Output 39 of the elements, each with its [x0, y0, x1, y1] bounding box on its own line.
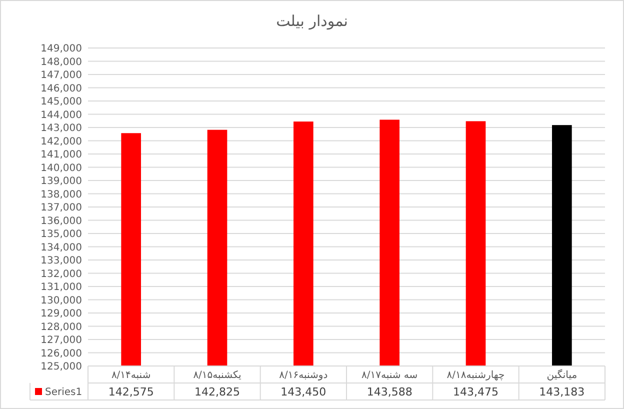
y-tick-label: 137,000 — [40, 202, 82, 214]
data-label: 143,183 — [539, 385, 585, 398]
y-tick-label: 127,000 — [40, 335, 82, 346]
y-tick-label: 132,000 — [40, 268, 82, 280]
data-label: 142,575 — [108, 385, 154, 398]
x-tick-label: شنبه۸/۱۴ — [111, 370, 151, 381]
y-tick-label: 125,000 — [40, 362, 82, 372]
x-tick-label: یکشنبه۸/۱۵ — [193, 370, 242, 381]
y-tick-label: 131,000 — [40, 282, 82, 293]
y-tick-label: 129,000 — [40, 308, 82, 320]
y-tick-label: 135,000 — [40, 229, 82, 240]
y-tick-label: 130,000 — [40, 295, 82, 306]
data-label: 143,588 — [366, 385, 412, 398]
y-tick-label: 147,000 — [40, 70, 82, 81]
y-tick-label: 146,000 — [40, 83, 82, 94]
x-tick-label: چهارشنبه۸/۱۸ — [446, 370, 505, 381]
x-tick-label: میانگین — [546, 369, 578, 381]
y-tick-label: 141,000 — [40, 150, 82, 160]
y-tick-label: 145,000 — [40, 96, 82, 108]
y-tick-label: 149,000 — [40, 44, 82, 54]
y-tick-label: 142,000 — [40, 136, 82, 148]
y-tick-label: 140,000 — [40, 162, 82, 174]
y-tick-label: 126,000 — [40, 348, 82, 360]
x-tick-label: سه شنبه۸/۱۷ — [361, 370, 418, 381]
y-tick-label: 134,000 — [40, 242, 82, 254]
y-tick-label: 148,000 — [40, 56, 82, 68]
y-tick-label: 128,000 — [40, 322, 82, 333]
y-tick-label: 144,000 — [40, 110, 82, 121]
y-tick-label: 136,000 — [40, 216, 82, 227]
legend-label: Series1 — [45, 387, 82, 398]
chart-title: نمودار بیلت — [276, 12, 348, 30]
x-tick-label: دوشنبه۸/۱۶ — [279, 370, 328, 381]
y-tick-label: 133,000 — [40, 256, 82, 266]
data-label: 142,825 — [194, 385, 240, 398]
y-tick-label: 138,000 — [40, 189, 82, 200]
data-label: 143,475 — [453, 385, 498, 398]
data-label: 143,450 — [280, 385, 326, 398]
y-tick-label: 143,000 — [40, 123, 82, 134]
y-tick-label: 139,000 — [40, 176, 82, 187]
